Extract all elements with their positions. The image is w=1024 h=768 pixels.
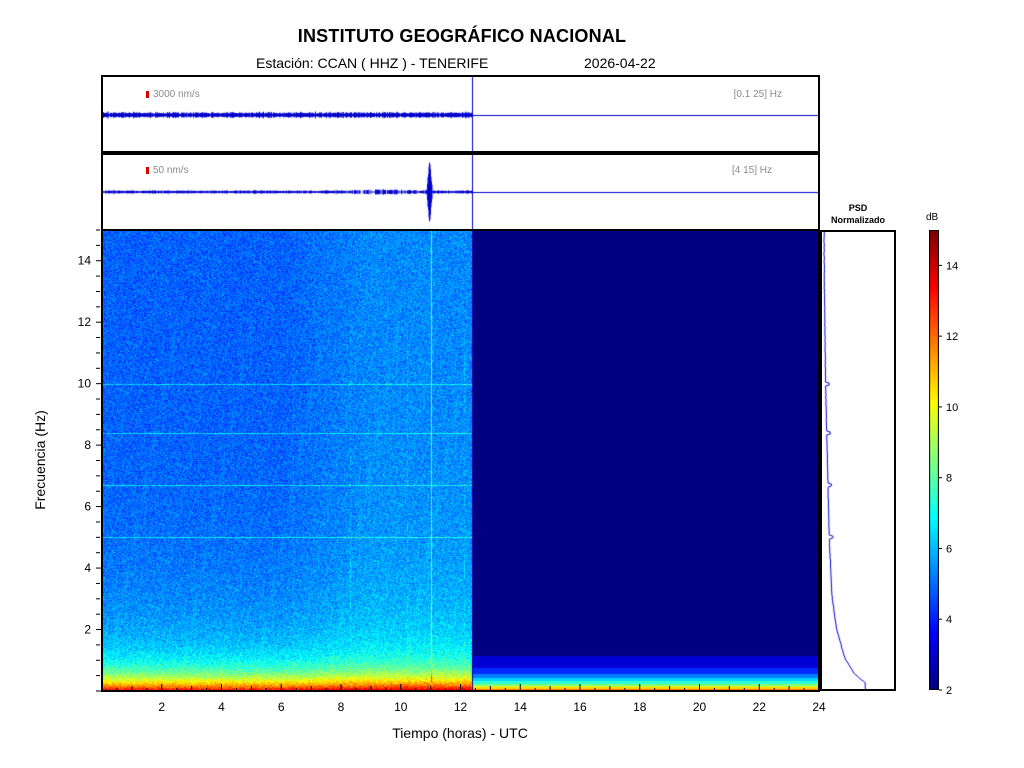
amplitude-scale-label: 3000 nm/s (153, 89, 200, 100)
colorbar-tick-label: 10 (946, 402, 958, 414)
station-label: Estación: CCAN ( HHZ ) - TENERIFE (256, 55, 489, 71)
colorbar-tick-label: 4 (946, 614, 952, 626)
filtered-trace (103, 155, 818, 229)
psd-title: PSD Normalizado (820, 202, 896, 226)
psd-title-line1: PSD (848, 203, 868, 213)
colorbar-tick-label: 2 (946, 685, 952, 697)
colorbar-gradient (929, 230, 939, 690)
date-label: 2026-04-22 (584, 55, 656, 71)
x-tick-label: 16 (573, 700, 587, 714)
figure-title: INSTITUTO GEOGRÁFICO NACIONAL (297, 26, 627, 46)
colorbar-tick-label: 6 (946, 543, 952, 555)
x-tick-label: 8 (338, 700, 345, 714)
x-axis-label: Tiempo (horas) - UTC (392, 725, 528, 741)
psd-panel (820, 230, 896, 691)
y-tick-label: 12 (78, 315, 92, 329)
broadband-trace-panel: 3000 nm/s [0.1 25] Hz (101, 75, 820, 153)
x-tick-label: 18 (633, 700, 647, 714)
colorbar-tick-label: 14 (946, 260, 958, 272)
amplitude-scale-bar (146, 167, 149, 174)
spectrogram-heatmap (102, 230, 819, 691)
filter-band-label: [4 15] Hz (731, 165, 772, 176)
broadband-trace (103, 77, 818, 151)
y-tick-label: 4 (84, 561, 91, 575)
colorbar-unit: dB (926, 212, 939, 223)
y-tick-label: 14 (78, 254, 92, 268)
x-tick-label: 20 (693, 700, 707, 714)
x-tick-label: 14 (514, 700, 528, 714)
y-tick-label: 6 (84, 500, 91, 514)
x-tick-label: 2 (158, 700, 165, 714)
y-tick-label: 2 (84, 623, 91, 637)
y-tick-label: 10 (78, 377, 92, 391)
colorbar-tick-label: 8 (946, 473, 952, 485)
amplitude-scale-bar (146, 91, 149, 98)
x-tick-label: 10 (394, 700, 408, 714)
y-axis-label: Frecuencia (Hz) (32, 410, 48, 510)
colorbar-tick-label: 12 (946, 331, 958, 343)
x-tick-label: 22 (753, 700, 767, 714)
amplitude-scale-label: 50 nm/s (153, 165, 189, 176)
psd-title-line2: Normalizado (830, 215, 885, 225)
y-tick-label: 8 (84, 438, 91, 452)
psd-curve (822, 232, 894, 689)
spectrogram-frame (101, 229, 820, 692)
x-tick-label: 6 (278, 700, 285, 714)
x-tick-label: 24 (812, 700, 826, 714)
x-tick-label: 12 (454, 700, 468, 714)
filtered-trace-panel: 50 nm/s [4 15] Hz (101, 153, 820, 231)
filter-band-label: [0.1 25] Hz (733, 89, 782, 100)
x-tick-label: 4 (218, 700, 225, 714)
